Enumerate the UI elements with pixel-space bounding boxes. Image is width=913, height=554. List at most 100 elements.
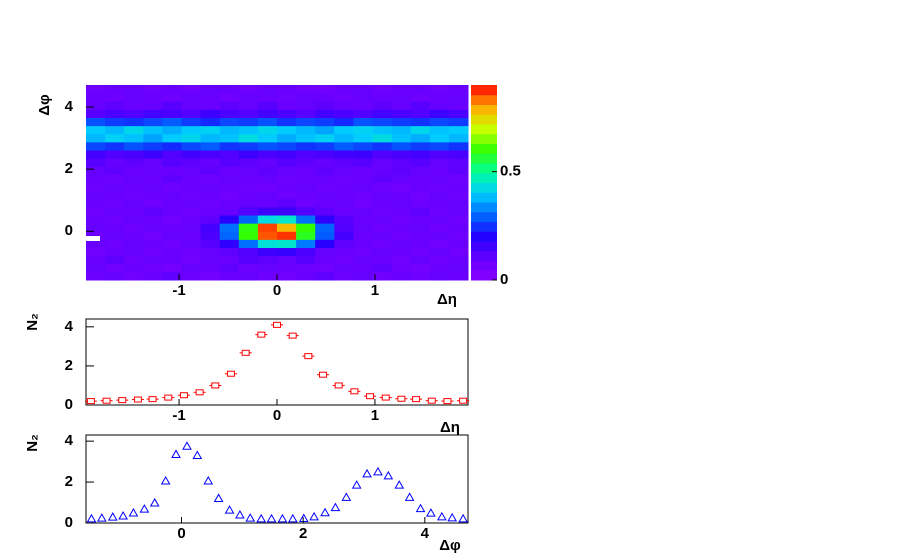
heatmap-cell	[86, 198, 106, 208]
heatmap-cell	[219, 158, 240, 167]
y-tick-label: 2	[65, 473, 73, 490]
heatmap-cell	[124, 101, 144, 110]
marker	[192, 450, 203, 459]
heatmap-cell	[181, 125, 202, 135]
marker	[226, 370, 235, 377]
heatmap-cell	[257, 117, 278, 127]
marker	[415, 503, 426, 513]
heatmap-cell	[334, 85, 354, 94]
heatmap-cell	[391, 198, 412, 208]
heatmap-cell	[277, 166, 297, 175]
data-point	[348, 388, 361, 395]
marker	[298, 513, 309, 522]
heatmap-cell	[257, 182, 278, 192]
data-point	[256, 513, 267, 523]
heatmap-cell	[124, 263, 144, 273]
heatmap-cell	[410, 263, 431, 273]
heatmap-cell	[238, 141, 259, 151]
heatmap-cell	[162, 93, 182, 102]
heatmap-cell	[334, 190, 354, 200]
data-point	[86, 513, 97, 523]
x-tick-label: 1	[371, 407, 379, 424]
heatmap-cell	[353, 101, 373, 110]
heatmap-cell	[277, 239, 297, 248]
heatmap-cell	[86, 141, 106, 151]
heatmap-cell	[429, 271, 450, 281]
marker	[436, 511, 447, 521]
heatmap-cell	[181, 271, 202, 281]
heatmap-cell	[315, 101, 335, 110]
heatmap-cell	[315, 215, 335, 224]
heatmap-cell	[143, 231, 163, 240]
heatmap-cell	[105, 271, 125, 281]
heatmap-cell	[429, 93, 450, 102]
heatmap-cell	[143, 93, 163, 102]
heatmap-cell	[448, 231, 469, 240]
heatmap-cell	[296, 231, 316, 240]
data-point	[364, 393, 377, 400]
heatmap-cell	[334, 174, 354, 183]
heatmap-cell	[315, 190, 335, 200]
heatmap-cell	[181, 239, 202, 248]
heatmap-cell	[105, 190, 125, 200]
heatmap-cell	[257, 223, 278, 232]
heatmap-cell	[238, 166, 259, 175]
heatmap-cell	[219, 190, 240, 200]
heatmap-cell	[315, 206, 335, 216]
data-point	[271, 321, 283, 328]
heatmap-cell	[277, 85, 297, 94]
data-point	[379, 394, 392, 401]
heatmap-cell	[372, 255, 393, 265]
heatmap-cell	[410, 255, 431, 265]
heatmap-cell	[296, 150, 316, 159]
heatmap-cell	[124, 247, 144, 257]
heatmap-cell	[105, 158, 125, 167]
color-scale-step	[471, 192, 497, 203]
heatmap-cell	[257, 255, 278, 265]
heatmap-cell	[372, 263, 393, 273]
heatmap-cell	[429, 85, 450, 94]
heatmap-cell	[277, 231, 297, 240]
heatmap-cell	[219, 198, 240, 208]
data-point	[362, 468, 372, 478]
heatmap-cell	[124, 166, 144, 175]
heatmap-cell	[334, 271, 354, 281]
heatmap-cell	[334, 206, 354, 216]
heatmap-cell	[410, 150, 431, 159]
heatmap-cell	[448, 174, 469, 183]
color-scale-step	[471, 124, 497, 135]
data-point	[410, 396, 423, 403]
heatmap-cell	[372, 198, 393, 208]
color-scale-step	[471, 143, 497, 154]
heatmap-cell	[219, 215, 240, 224]
heatmap-cell	[257, 206, 278, 216]
marker	[350, 388, 359, 395]
heatmap-cell	[296, 247, 316, 257]
heatmap-cell	[391, 158, 412, 167]
heatmap-cell	[353, 271, 373, 281]
heatmap-cell	[219, 271, 240, 281]
heatmap-cell	[200, 215, 221, 224]
heatmap-cell	[315, 182, 335, 192]
heatmap-cell	[86, 166, 106, 175]
heatmap-cell	[353, 125, 373, 135]
heatmap-cell	[429, 263, 450, 273]
heatmap-cell	[334, 247, 354, 257]
heatmap-cell	[105, 182, 125, 192]
color-scale-step	[471, 153, 497, 164]
heatmap-cell	[391, 133, 412, 143]
marker	[213, 493, 224, 502]
heatmap-cell	[410, 182, 431, 192]
heatmap-cell	[200, 166, 221, 175]
plot-frame	[85, 318, 469, 406]
heatmap-cell	[277, 117, 297, 127]
x-axis-label: Δφ	[439, 537, 461, 554]
heatmap-cell	[410, 158, 431, 167]
heatmap-cell	[86, 85, 106, 94]
heatmap-cell	[200, 109, 221, 118]
heatmap-cell	[143, 206, 163, 216]
heatmap-cell	[372, 109, 393, 118]
heatmap-cell	[219, 117, 240, 127]
heatmap-cell	[353, 166, 373, 175]
heatmap-cell	[181, 247, 202, 257]
